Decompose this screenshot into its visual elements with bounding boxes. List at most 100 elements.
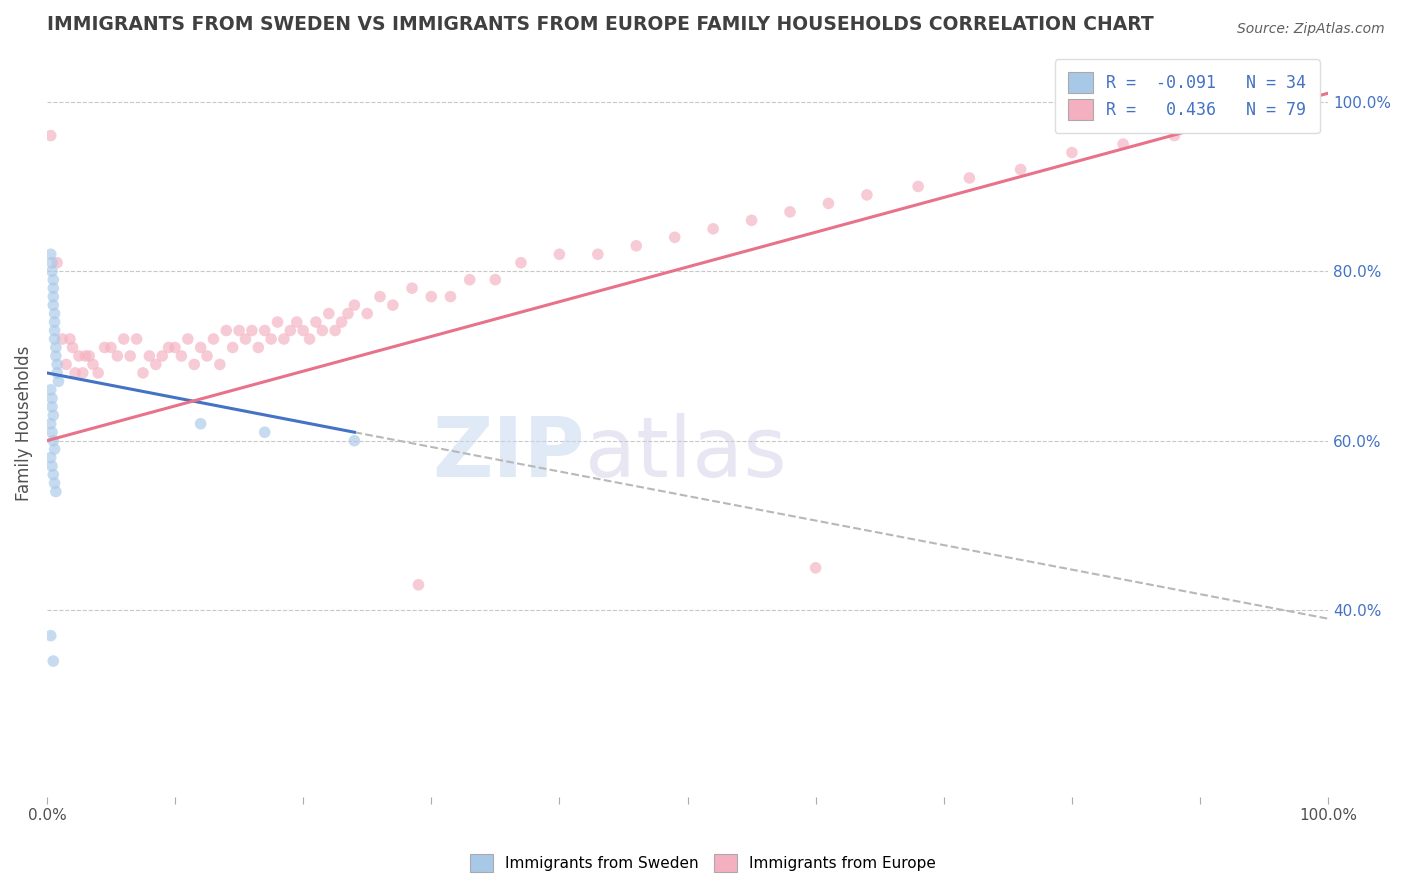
Point [1010,162,1032,177]
Point [82,358,104,372]
Point [215,324,238,338]
Point [87,366,110,380]
Point [41,459,63,474]
Point [408,578,430,592]
Point [44,442,66,457]
Point [105,349,128,363]
Point [240,324,263,338]
Point [266,315,288,329]
Point [278,324,301,338]
Point [72,366,94,380]
Point [779,205,801,219]
Point [273,332,295,346]
Point [45,484,67,499]
Point [190,417,212,431]
Point [42,467,65,482]
Point [311,324,333,338]
Point [856,188,879,202]
Point [45,341,67,355]
Point [39,383,62,397]
Point [163,341,186,355]
Point [548,247,571,261]
Point [368,290,391,304]
Point [46,366,69,380]
Point [298,332,321,346]
Point [343,298,366,312]
Point [42,409,65,423]
Point [381,298,404,312]
Point [44,324,66,338]
Point [1163,128,1185,143]
Point [1265,95,1288,109]
Point [1060,145,1083,160]
Point [145,358,167,372]
Point [318,307,340,321]
Point [228,324,250,338]
Point [439,290,461,304]
Point [45,349,67,363]
Point [177,332,200,346]
Point [42,298,65,312]
Point [77,349,100,363]
Point [458,273,481,287]
Point [41,256,63,270]
Point [401,281,423,295]
Point [285,315,308,329]
Point [626,239,648,253]
Point [44,332,66,346]
Point [42,434,65,448]
Point [120,349,142,363]
Point [260,332,283,346]
Point [247,341,270,355]
Point [510,256,533,270]
Point [39,128,62,143]
Point [330,315,353,329]
Text: ZIP: ZIP [433,413,585,494]
Point [44,307,66,321]
Point [170,349,193,363]
Text: Source: ZipAtlas.com: Source: ZipAtlas.com [1237,22,1385,37]
Point [51,332,73,346]
Point [208,358,231,372]
Point [190,341,212,355]
Point [93,341,115,355]
Point [356,307,378,321]
Point [39,247,62,261]
Point [42,273,65,287]
Point [305,315,328,329]
Point [44,476,66,491]
Point [292,324,315,338]
Point [42,654,65,668]
Point [46,358,69,372]
Point [44,315,66,329]
Point [39,417,62,431]
Point [42,290,65,304]
Point [63,366,86,380]
Text: atlas: atlas [585,413,787,494]
Point [420,290,443,304]
Point [586,247,609,261]
Point [138,349,160,363]
Point [957,171,980,186]
Point [39,629,62,643]
Point [42,281,65,295]
Y-axis label: Family Households: Family Households [15,346,32,501]
Point [41,392,63,406]
Point [55,358,77,372]
Point [132,366,155,380]
Point [195,349,218,363]
Point [907,179,929,194]
Point [62,341,84,355]
Point [41,425,63,440]
Point [75,349,97,363]
Point [157,341,180,355]
Point [664,230,686,244]
Point [100,341,122,355]
Point [235,332,257,346]
Point [1215,112,1237,126]
Point [48,375,70,389]
Point [804,561,827,575]
Point [150,349,173,363]
Point [183,358,205,372]
Point [343,434,366,448]
